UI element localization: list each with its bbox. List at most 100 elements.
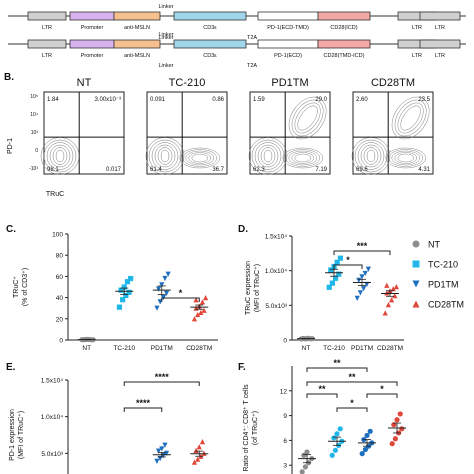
data-point: [362, 270, 368, 277]
construct-segment: [113, 11, 161, 21]
construct-segment-label: Promoter: [81, 25, 104, 31]
y-axis-label: TRuC expression: [245, 261, 252, 315]
flow-plot: TC-210 0.091 0.86 61.4 36.7: [145, 77, 228, 175]
x-tick-label: CD28TM: [186, 345, 212, 352]
data-point: [328, 267, 334, 273]
density-contour: [52, 147, 68, 165]
x-tick-label: PD1TM: [351, 345, 373, 352]
panel-b-label: B.: [4, 72, 14, 83]
density-contour: [357, 142, 385, 170]
significance-bracket: [161, 297, 200, 302]
y-tick-label: 1.0x10⁴: [265, 268, 288, 275]
data-point: [384, 290, 390, 296]
density-contour: [294, 102, 321, 134]
data-point: [367, 428, 373, 434]
density-contour: [385, 147, 427, 169]
data-point: [116, 304, 123, 310]
significance-label: **: [318, 384, 326, 394]
density-contour: [151, 142, 179, 170]
data-point: [198, 309, 204, 316]
construct-top-label: Linker: [159, 4, 174, 10]
construct-segment-label: PD-1(ECD): [274, 53, 302, 59]
data-point: [359, 451, 365, 457]
significance-bracket: [366, 393, 398, 398]
quadrant-value: 29.0: [315, 97, 327, 103]
significance-bracket: [333, 250, 391, 255]
density-contour: [291, 99, 324, 137]
data-point: [124, 279, 131, 285]
data-point: [121, 284, 127, 290]
panel-b-y-tick: 0: [35, 148, 38, 154]
significance-label: ****: [155, 372, 170, 382]
y-axis-label: PD-1 expression: [9, 409, 16, 461]
construct-segment: [113, 39, 161, 49]
legend-label: TC-210: [428, 260, 458, 270]
quadrant-value: 36.7: [212, 167, 224, 173]
construct-segment-label: LTR: [412, 53, 422, 59]
quadrant-value: 69.6: [356, 167, 368, 173]
data-point: [302, 464, 308, 470]
y-axis-label: (% of CD3⁺): [22, 268, 29, 306]
construct-segment: [257, 39, 319, 49]
density-contour: [157, 147, 173, 165]
panel-label: D.: [238, 224, 248, 235]
data-point: [123, 292, 129, 299]
construct-bottom-label: Linker: [159, 63, 174, 69]
density-contour: [154, 144, 176, 168]
construct-segment-label: LTR: [42, 53, 52, 59]
density-contour: [294, 153, 312, 163]
panel-label: F.: [238, 362, 246, 373]
density-contour: [394, 152, 418, 164]
density-contour: [391, 150, 421, 166]
construct-segment-label: LTR: [42, 25, 52, 31]
x-tick-label: NT: [82, 345, 91, 352]
data-point: [359, 274, 365, 280]
density-contour: [248, 137, 288, 175]
data-point: [163, 290, 170, 296]
construct-segment-label: Promoter: [81, 53, 104, 59]
scatter-panel: F. 3 6 9 12 Ratio of CD4⁺: CD8⁺ T cells (of TR…: [238, 358, 406, 474]
significance-label: **: [333, 358, 341, 368]
flow-plot: PD1TM 1.59 29.0 62.3 7.19: [248, 77, 331, 175]
data-point: [384, 282, 390, 288]
data-point: [162, 442, 168, 448]
data-point: [155, 448, 162, 454]
y-axis-label: Ratio of CD4⁺: CD8⁺ T cells: [243, 384, 250, 472]
data-point: [159, 282, 165, 288]
density-contour: [46, 142, 74, 170]
data-point: [412, 300, 420, 308]
significance-label: *: [179, 288, 183, 298]
data-point: [301, 452, 307, 458]
significance-bracket: [306, 393, 338, 398]
data-point: [364, 432, 370, 439]
data-point: [354, 295, 360, 301]
data-point: [193, 297, 199, 303]
quadrant-value: 61.4: [150, 167, 162, 173]
density-contour: [366, 149, 376, 163]
data-point: [199, 299, 206, 305]
data-point: [304, 449, 310, 455]
y-tick-label: 1.5x10⁴: [41, 378, 64, 385]
construct-segment: [257, 11, 319, 21]
significance-bracket: [333, 264, 363, 269]
y-tick-label: 9: [283, 413, 287, 420]
data-point: [203, 295, 209, 301]
density-contour: [160, 149, 170, 163]
y-tick-label: 0: [283, 338, 287, 345]
data-point: [193, 447, 199, 453]
data-point: [364, 281, 370, 288]
y-axis-label: (MFI of TRuC⁺): [254, 264, 261, 312]
panel-b-y-tick: 10⁴: [30, 112, 38, 118]
significance-bracket: [123, 381, 200, 386]
significance-label: *: [380, 384, 384, 394]
flow-plot-frame: [146, 91, 228, 175]
panel-label: C.: [6, 224, 16, 235]
scatter-panel: E. 5.0x10³ 1.0x10⁴ 1.5x10⁴ PD-1 expression (M…: [6, 362, 209, 474]
y-tick-label: 5.0x10³: [265, 303, 288, 310]
density-contour: [397, 102, 424, 134]
density-contour: [354, 139, 388, 173]
construct-segment-label: CD28(TMD-ICD): [324, 53, 365, 59]
density-contour: [288, 96, 327, 140]
quadrant-value: 4.31: [418, 167, 430, 173]
y-tick-label: 60: [56, 274, 64, 281]
